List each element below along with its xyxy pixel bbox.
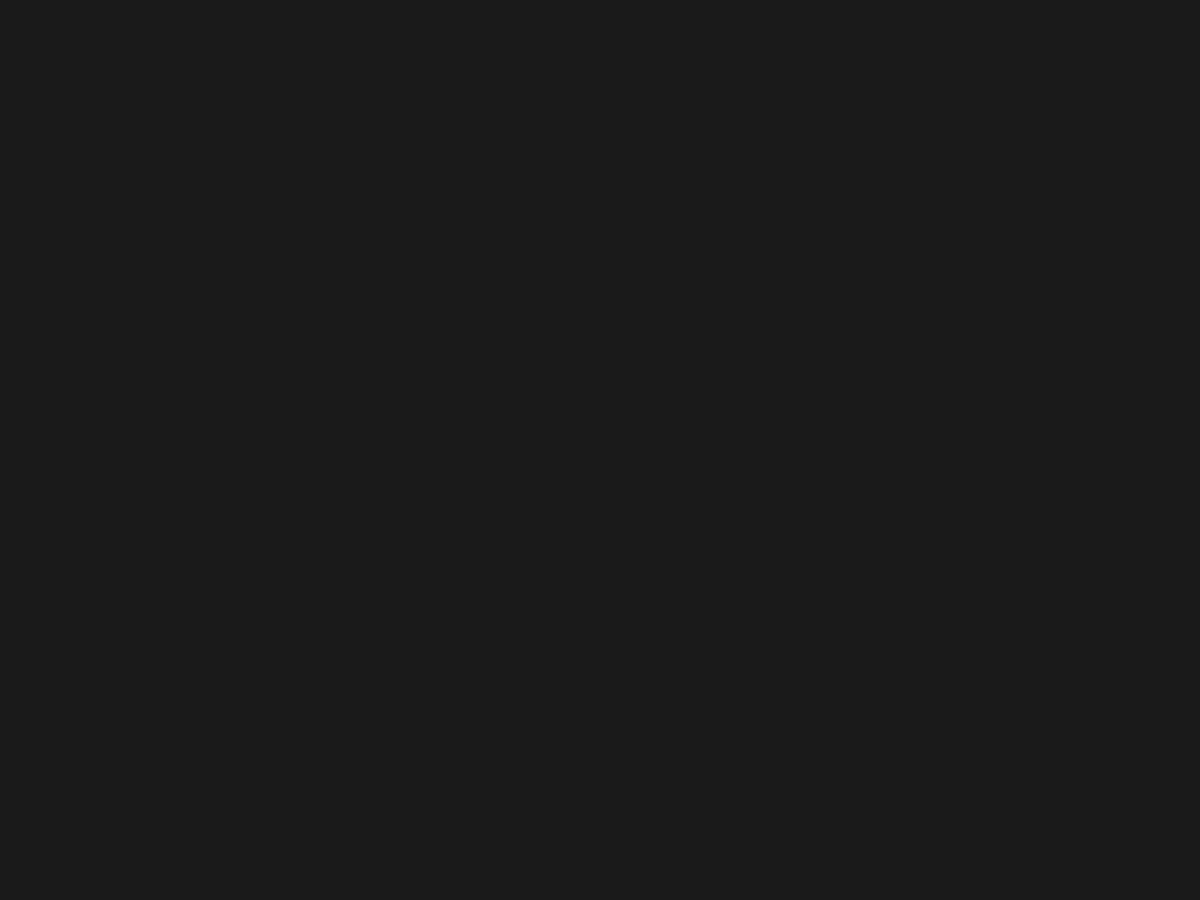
Text: 4 m/s: 4 m/s <box>520 338 589 361</box>
Text: 4 kg: 4 kg <box>602 614 656 637</box>
Text: (4)  2 N-s: (4) 2 N-s <box>652 821 780 849</box>
Text: 2 m/s: 2 m/s <box>743 626 812 650</box>
Text: 4 kg: 4 kg <box>334 385 389 409</box>
Bar <box>670 600 730 651</box>
Text: (2)  6 N-s: (2) 6 N-s <box>652 753 780 782</box>
Text: (1)  24 N-s: (1) 24 N-s <box>167 753 313 782</box>
Bar <box>404 366 481 428</box>
Text: Two blocks of same mass (4 kg) are placed according
to diagram. Initial velociti: Two blocks of same mass (4 kg) are place… <box>156 52 898 207</box>
Text: (3)  4 N-s: (3) 4 N-s <box>167 821 295 849</box>
